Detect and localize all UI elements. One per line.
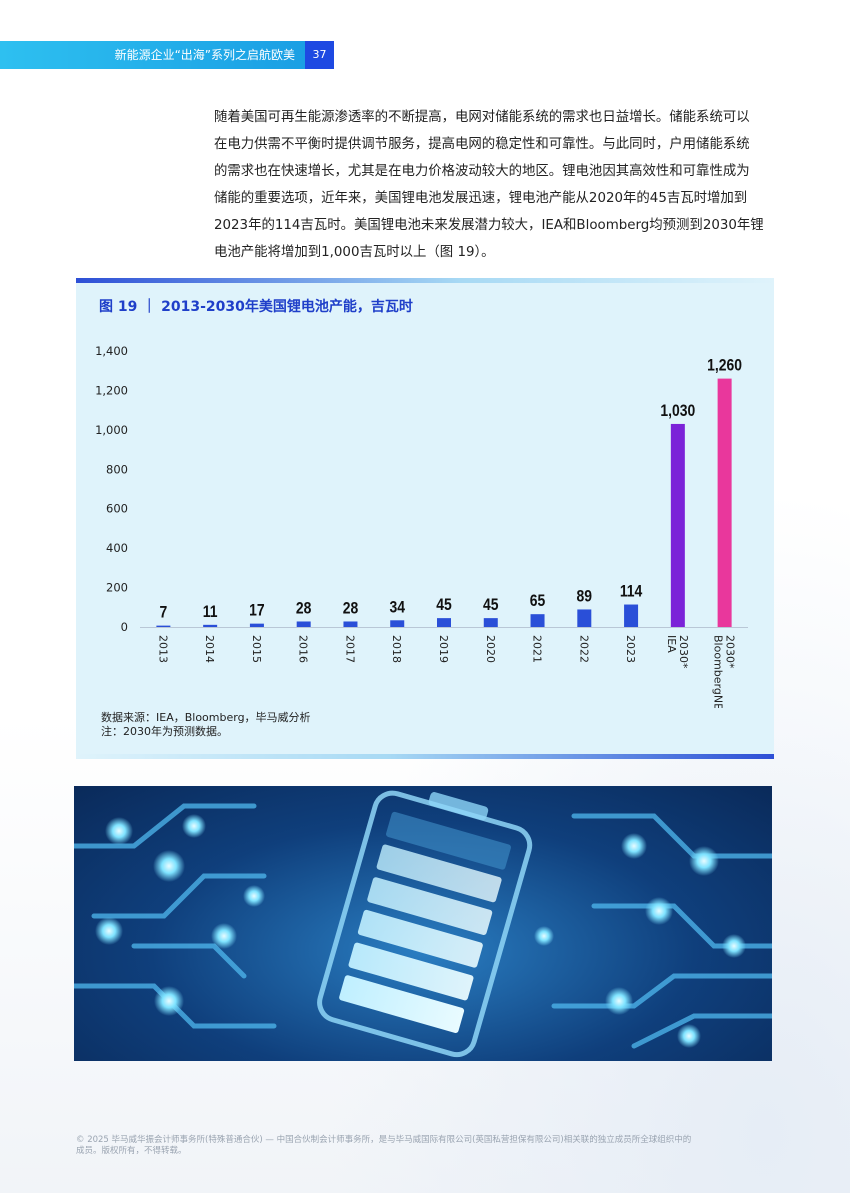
y-tick-label: 200: [106, 581, 128, 595]
y-tick-label: 600: [106, 502, 128, 516]
y-tick-label: 400: [106, 541, 128, 555]
body-line: 随着美国可再生能源渗透率的不断提高，电网对储能系统的需求也日益增长。储能系统可以: [214, 110, 750, 125]
bar: [343, 621, 358, 627]
bar: [483, 618, 498, 627]
value-label: 45: [436, 596, 452, 615]
x-tick-label: 2020: [484, 635, 497, 663]
x-tick-text: 2023: [624, 635, 637, 663]
x-tick-label: 2023: [624, 635, 637, 663]
chart-title: 图 19 ｜ 2013-2030年美国锂电池产能，吉瓦时: [99, 299, 413, 315]
value-label: 65: [530, 592, 546, 611]
y-tick-label: 1,200: [95, 383, 128, 397]
body-line: 在电力供需不平衡时提供调节服务，提高电网的稳定性和可靠性。与此同时，户用储能系统: [214, 137, 750, 152]
value-label: 1,260: [707, 356, 742, 375]
y-tick-label: 800: [106, 462, 128, 476]
x-tick-label: 2030*BloombergNEF: [712, 635, 737, 708]
body-line: 储能的重要选项，近年来，美国锂电池发展迅速，锂电池产能从2020年的45吉瓦时增…: [214, 191, 748, 206]
x-tick-label: 2030*IEA: [665, 635, 690, 669]
x-tick-text: 2017: [343, 635, 356, 663]
bar: [156, 625, 171, 627]
value-label: 28: [343, 599, 359, 618]
body-line: 的需求也在快速增长，尤其是在电力价格波动较大的地区。锂电池因其高效性和可靠性成为: [214, 164, 750, 179]
chart-source-note: 数据来源：IEA，Bloomberg，毕马威分析 注：2030年为预测数据。: [101, 711, 311, 739]
page-number: 37: [305, 41, 334, 69]
chart-note: 注：2030年为预测数据。: [101, 725, 228, 738]
header-title-bar: 新能源企业“出海”系列之启航欧美: [0, 41, 305, 69]
bar: [530, 614, 545, 627]
header-title: 新能源企业“出海”系列之启航欧美: [114, 48, 295, 62]
bar: [203, 624, 218, 627]
value-label: 11: [203, 603, 218, 622]
body-line: 2023年的114吉瓦时。美国锂电池未来发展潜力较大，IEA和Bloomberg…: [214, 218, 764, 233]
value-label: 45: [483, 596, 499, 615]
bar: [624, 604, 639, 627]
bar: [717, 378, 732, 627]
x-tick-text: 2020: [484, 635, 497, 663]
body-line: 电池产能将增加到1,000吉瓦时以上（图 19）。: [214, 245, 495, 260]
bar: [249, 623, 264, 627]
x-tick-label: 2015: [250, 635, 263, 663]
footer-copyright: © 2025 毕马威华振会计师事务所(特殊普通合伙) — 中国合伙制会计师事务所…: [76, 1135, 776, 1157]
x-tick-text: 2030*: [724, 635, 737, 669]
bar-chart: 0 200 400 600 800 1,000 1,200 1,400 7 2013 11 2014 1…: [95, 344, 748, 708]
x-tick-text: 2016: [297, 635, 310, 663]
x-tick-label: 2016: [297, 635, 310, 663]
x-tick-label: 2022: [577, 635, 590, 663]
value-label: 89: [577, 587, 593, 606]
x-tick-text: IEA: [665, 635, 678, 653]
x-tick-text: 2019: [437, 635, 450, 663]
chart-panel: [76, 278, 774, 759]
x-tick-label: 2017: [343, 635, 356, 663]
footer-line: 成员。版权所有，不得转载。: [76, 1146, 187, 1156]
battery-circuit-image: [74, 786, 772, 1061]
x-tick-text: 2018: [390, 635, 403, 663]
x-tick-label: 2018: [390, 635, 403, 663]
y-tick-label: 1,000: [95, 423, 128, 437]
x-tick-text: 2015: [250, 635, 263, 663]
value-label: 34: [389, 598, 405, 617]
body-paragraph: 随着美国可再生能源渗透率的不断提高，电网对储能系统的需求也日益增长。储能系统可以…: [214, 104, 780, 266]
value-label: 7: [160, 603, 168, 622]
x-tick-text: BloombergNEF: [712, 635, 725, 708]
footer-line: © 2025 毕马威华振会计师事务所(特殊普通合伙) — 中国合伙制会计师事务所…: [76, 1135, 692, 1145]
y-tick-label: 1,400: [95, 344, 128, 358]
x-tick-text: 2013: [156, 635, 169, 663]
y-tick-label: 0: [121, 620, 128, 634]
bar: [390, 620, 405, 627]
value-label: 114: [620, 582, 643, 601]
x-tick-text: 2014: [203, 635, 216, 663]
value-label: 28: [296, 599, 312, 618]
value-label: 17: [249, 601, 264, 620]
bar: [577, 609, 592, 627]
x-tick-label: 2014: [203, 635, 216, 663]
x-tick-text: 2021: [531, 635, 544, 663]
bar: [437, 618, 451, 627]
x-tick-label: 2019: [437, 635, 450, 663]
chart-source: 数据来源：IEA，Bloomberg，毕马威分析: [101, 711, 311, 724]
x-tick-label: 2013: [156, 635, 169, 663]
x-tick-text: 2030*: [677, 635, 690, 669]
value-label: 1,030: [660, 402, 695, 421]
chart-top-accent: [76, 278, 774, 283]
bar: [670, 423, 685, 627]
x-tick-text: 2022: [577, 635, 590, 663]
chart-bottom-accent: [76, 754, 774, 759]
x-tick-label: 2021: [531, 635, 544, 663]
bar: [296, 621, 311, 627]
